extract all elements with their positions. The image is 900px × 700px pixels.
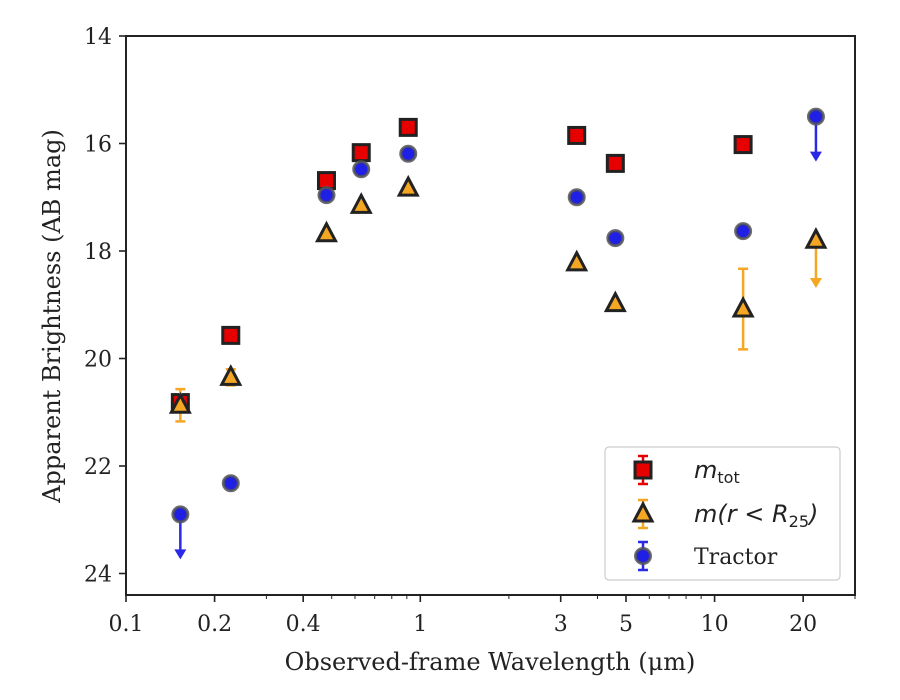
x-axis-label: Observed-frame Wavelength (μm) — [285, 648, 696, 676]
data-point — [399, 144, 418, 163]
x-tick-label: 0.4 — [286, 612, 321, 637]
axis-ticks: 0.1 0.2 0.4 1 3 5 10 20 14 16 18 20 22 24 — [84, 25, 856, 637]
data-point — [603, 290, 627, 313]
upper-limit-arrow-head — [174, 549, 187, 560]
data-point — [733, 135, 753, 155]
data-point — [731, 295, 755, 318]
data-point — [351, 143, 371, 163]
data-point — [221, 474, 240, 493]
x-tick-label: 5 — [619, 612, 633, 637]
legend-label: Tractor — [694, 545, 778, 570]
legend-box — [604, 446, 841, 581]
legend-label: m(r < R25) — [694, 500, 818, 531]
y-tick-label: 16 — [84, 133, 112, 158]
data-point — [168, 392, 192, 414]
data-point — [349, 192, 373, 214]
y-tick-label: 24 — [84, 563, 112, 588]
x-tick-label: 3 — [554, 612, 568, 637]
data-point — [171, 505, 190, 524]
data-point — [221, 325, 241, 345]
data-point — [734, 222, 753, 241]
data-marks — [168, 107, 828, 560]
data-point — [565, 249, 589, 272]
data-point — [396, 174, 420, 197]
data-point — [806, 107, 825, 126]
plot-frame — [125, 35, 856, 596]
x-tick-label: 10 — [701, 612, 729, 637]
y-axis-label: Apparent Brightness (AB mag) — [38, 129, 66, 504]
legend-marker — [631, 500, 655, 523]
legend: mtot m(r < R25) Tractor — [604, 446, 841, 581]
data-point — [219, 364, 243, 386]
series-triangle — [168, 174, 828, 423]
data-point — [567, 125, 587, 145]
legend-label: mtot — [694, 456, 740, 487]
y-tick-label: 22 — [84, 455, 112, 480]
data-point — [317, 186, 336, 205]
x-tick-label: 0.1 — [109, 612, 144, 637]
data-point — [605, 153, 625, 173]
data-point — [352, 160, 371, 179]
y-tick-label: 20 — [84, 348, 112, 373]
x-tick-label: 0.2 — [197, 612, 232, 637]
data-point — [314, 220, 338, 243]
upper-limit-arrow-head — [809, 277, 822, 288]
x-tick-label: 20 — [789, 612, 817, 637]
legend-marker — [633, 460, 653, 480]
legend-marker — [634, 547, 652, 565]
data-point — [398, 117, 418, 137]
data-point — [567, 188, 586, 207]
series-square — [170, 117, 753, 413]
y-tick-label: 18 — [84, 240, 112, 265]
y-tick-label: 14 — [84, 25, 112, 50]
series-circle — [171, 107, 825, 560]
data-point — [606, 229, 625, 248]
data-point — [804, 227, 828, 249]
x-tick-label: 1 — [413, 612, 427, 637]
upper-limit-arrow-head — [809, 151, 822, 162]
